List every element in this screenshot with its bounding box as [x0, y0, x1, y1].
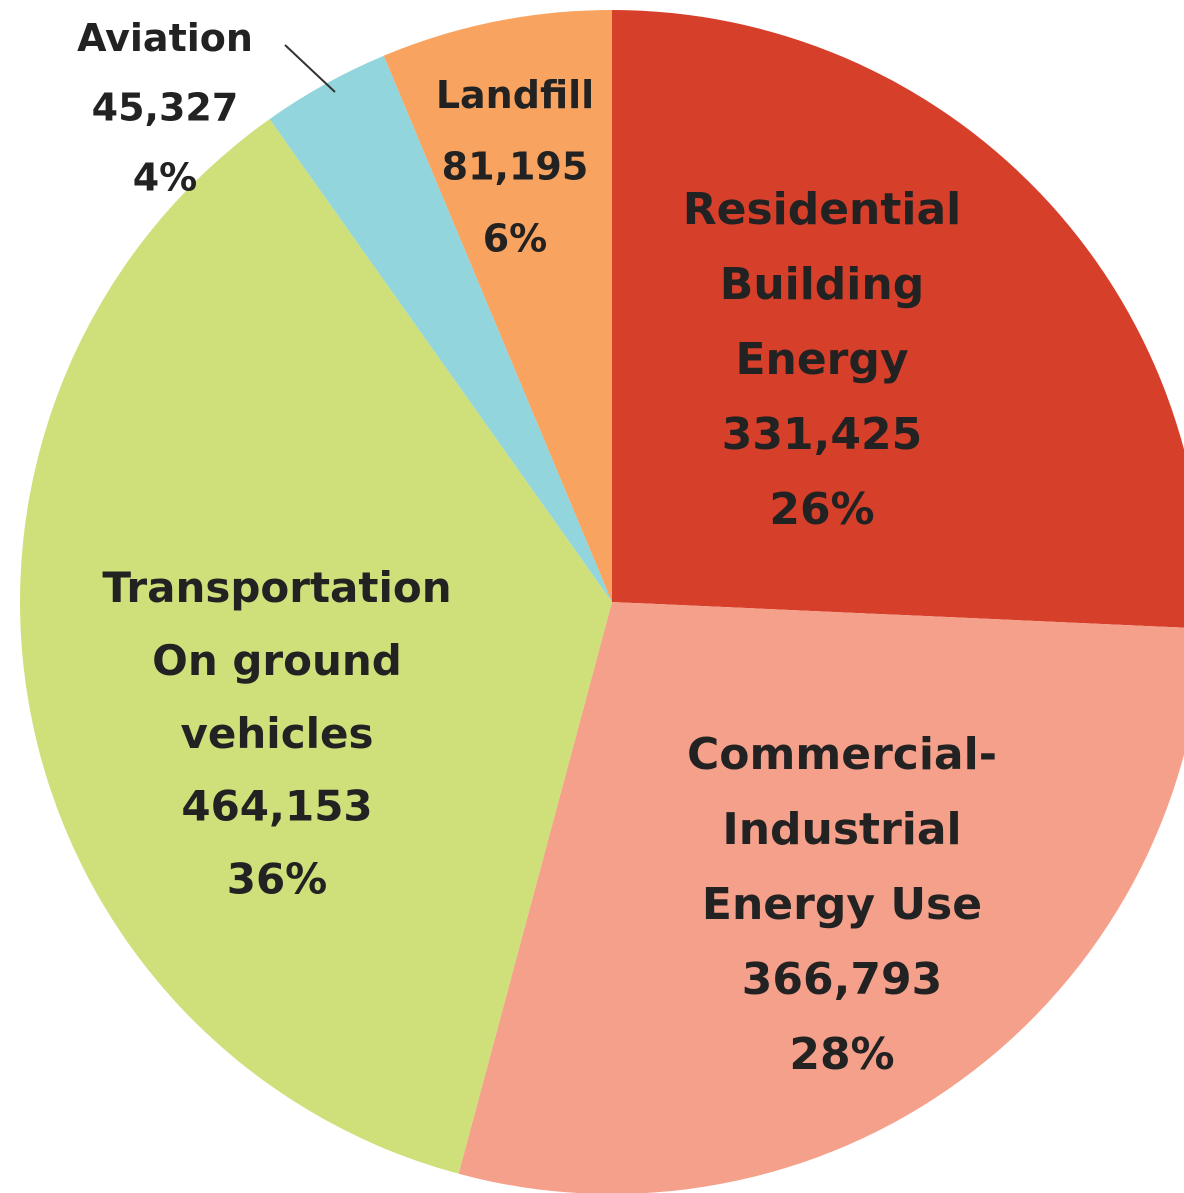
percent-label: 4% — [133, 156, 198, 200]
value-label: 45,327 — [92, 86, 239, 130]
slice-label-line: Commercial- — [687, 729, 997, 780]
slice-label-line: Transportation — [102, 563, 451, 612]
value-label: 331,425 — [722, 409, 922, 460]
value-label: 464,153 — [181, 782, 372, 831]
slice-label: Landfill — [436, 73, 594, 117]
value-label: 81,195 — [442, 145, 589, 189]
percent-label: 36% — [227, 855, 328, 904]
slice-label-line: Building — [720, 259, 924, 310]
pie-slice — [19, 119, 612, 1174]
slice-label: Commercial- Industrial Energy Use — [687, 729, 997, 930]
slice-label-line: Landfill — [436, 73, 594, 117]
slice-label-line: Industrial — [722, 804, 961, 855]
slice-label-line: Aviation — [77, 16, 253, 60]
pie-slice — [612, 10, 1184, 628]
slice-label-line: On ground — [152, 636, 402, 685]
percent-label: 28% — [789, 1029, 894, 1080]
value-label: 366,793 — [742, 954, 942, 1005]
slice-label-line: vehicles — [181, 709, 374, 758]
slice-label: Aviation — [77, 16, 253, 60]
percent-label: 26% — [769, 484, 874, 535]
pie-slice — [383, 10, 612, 602]
slice-label: Transportation On ground vehicles — [102, 563, 451, 758]
percent-label: 6% — [483, 217, 548, 261]
slice-label: Residential Building Energy — [683, 184, 962, 385]
slice-label-line: Energy — [735, 334, 908, 385]
pie-slice — [458, 602, 1184, 1193]
pie-slice — [269, 55, 612, 602]
leader-line — [284, 44, 336, 93]
slice-label-line: Energy Use — [702, 879, 982, 930]
slice-label-line: Residential — [683, 184, 962, 235]
